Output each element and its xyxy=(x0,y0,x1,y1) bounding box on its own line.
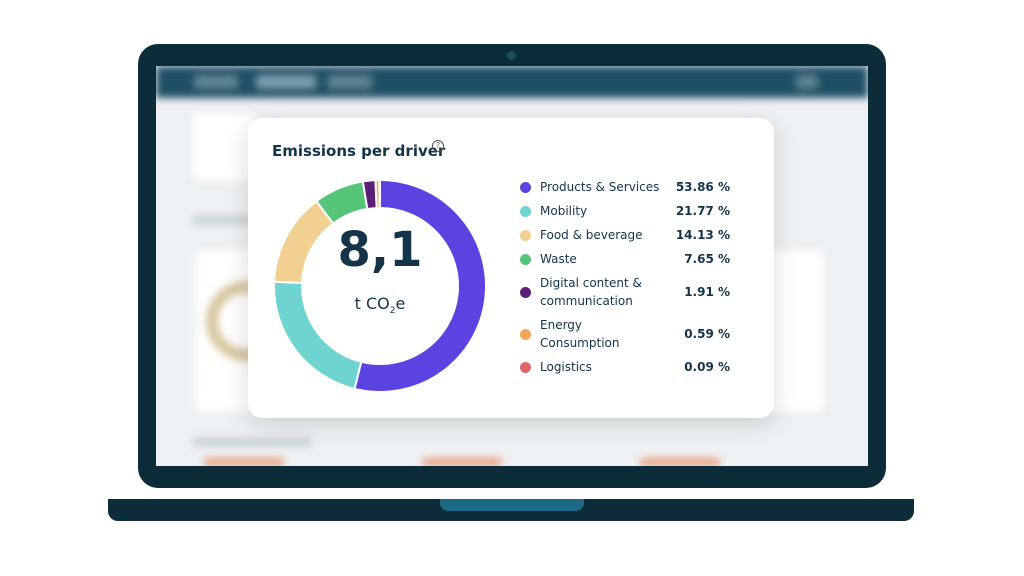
help-icon[interactable]: ? xyxy=(432,140,444,152)
legend-value: 1.91 % xyxy=(684,285,730,299)
legend-color-dot xyxy=(520,328,531,340)
donut-slice-6[interactable] xyxy=(378,178,381,210)
legend-item[interactable]: Digital content & communication 1.91 % xyxy=(520,274,730,310)
bg-text-line xyxy=(204,458,284,466)
legend-label: Waste xyxy=(540,252,577,266)
legend-item[interactable]: Food & beverage 14.13 % xyxy=(520,226,730,244)
nav-item xyxy=(328,75,372,89)
legend-label: Food & beverage xyxy=(540,228,643,242)
legend-value: 0.59 % xyxy=(684,327,730,341)
bg-text-line xyxy=(422,458,502,466)
app-logo xyxy=(194,75,238,89)
nav-item xyxy=(256,75,316,89)
legend-label: Mobility xyxy=(540,204,588,218)
legend-color-dot xyxy=(520,229,531,241)
legend-color-dot xyxy=(520,286,531,298)
legend-label: Logistics xyxy=(540,360,592,374)
legend-value: 21.77 % xyxy=(675,204,730,218)
emissions-donut-chart xyxy=(273,178,487,393)
app-top-bar xyxy=(156,66,868,98)
legend-value: 14.13 % xyxy=(675,228,730,242)
emissions-card: Emissions per driver ? 8,1 t CO2e Produc… xyxy=(248,118,774,418)
avatar xyxy=(796,75,818,89)
bg-text-line xyxy=(640,458,720,466)
legend-value: 0.09 % xyxy=(684,360,730,374)
legend-item[interactable]: Waste 7.65 % xyxy=(520,250,730,268)
legend-color-dot xyxy=(520,361,531,373)
legend-color-dot xyxy=(520,253,531,265)
legend-value: 53.86 % xyxy=(675,180,730,194)
legend-color-dot xyxy=(520,205,531,217)
total-emissions-value: 8,1 xyxy=(337,222,423,278)
laptop-notch xyxy=(440,499,584,511)
card-title: Emissions per driver xyxy=(272,142,446,160)
legend-label: Digital content & communication xyxy=(540,276,642,308)
bg-card xyxy=(192,114,256,180)
legend-item[interactable]: Logistics 0.09 % xyxy=(520,358,730,376)
legend-color-dot xyxy=(520,181,531,193)
legend-item[interactable]: Energy Consumption 0.59 % xyxy=(520,316,730,352)
legend-value: 7.65 % xyxy=(684,252,730,266)
legend-item[interactable]: Mobility 21.77 % xyxy=(520,202,730,220)
legend-label: Energy Consumption xyxy=(540,318,620,350)
donut-slice-0[interactable] xyxy=(353,178,487,393)
camera-icon xyxy=(507,51,516,60)
bg-text-line xyxy=(192,216,262,224)
legend-label: Products & Services xyxy=(540,180,660,194)
total-emissions-unit: t CO2e xyxy=(354,294,406,317)
bg-text-line xyxy=(192,438,312,446)
legend-item[interactable]: Products & Services 53.86 % xyxy=(520,178,730,196)
